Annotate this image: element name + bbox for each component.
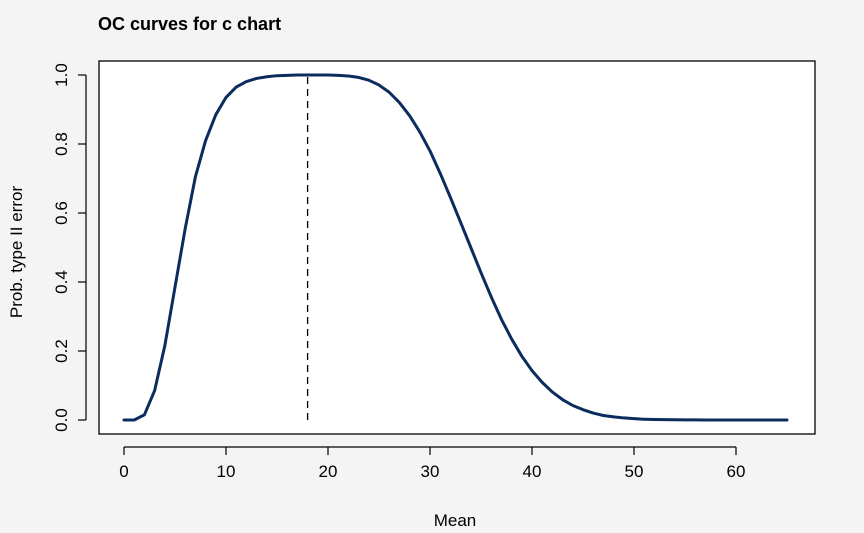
y-axis: 0.0 0.2 0.4 0.6 0.8 1.0	[52, 63, 87, 432]
x-tick-label: 10	[217, 462, 236, 481]
y-axis-label: Prob. type II error	[7, 186, 26, 319]
chart-title: OC curves for c chart	[98, 14, 281, 34]
y-tick-label: 0.8	[52, 132, 71, 156]
x-axis: 0 10 20 30 40 50 60	[119, 446, 746, 481]
y-tick-label: 0.2	[52, 339, 71, 363]
x-tick-label: 30	[421, 462, 440, 481]
x-tick-label: 20	[319, 462, 338, 481]
y-tick-label: 0.4	[52, 270, 71, 294]
x-axis-label: Mean	[434, 511, 477, 530]
y-tick-label: 1.0	[52, 63, 71, 87]
x-tick-label: 60	[727, 462, 746, 481]
x-tick-label: 40	[523, 462, 542, 481]
y-tick-label: 0.0	[52, 408, 71, 432]
y-tick-label: 0.6	[52, 201, 71, 225]
series-line	[122, 73, 789, 422]
x-tick-label: 0	[119, 462, 128, 481]
x-tick-label: 50	[625, 462, 644, 481]
plot-area	[98, 60, 816, 435]
